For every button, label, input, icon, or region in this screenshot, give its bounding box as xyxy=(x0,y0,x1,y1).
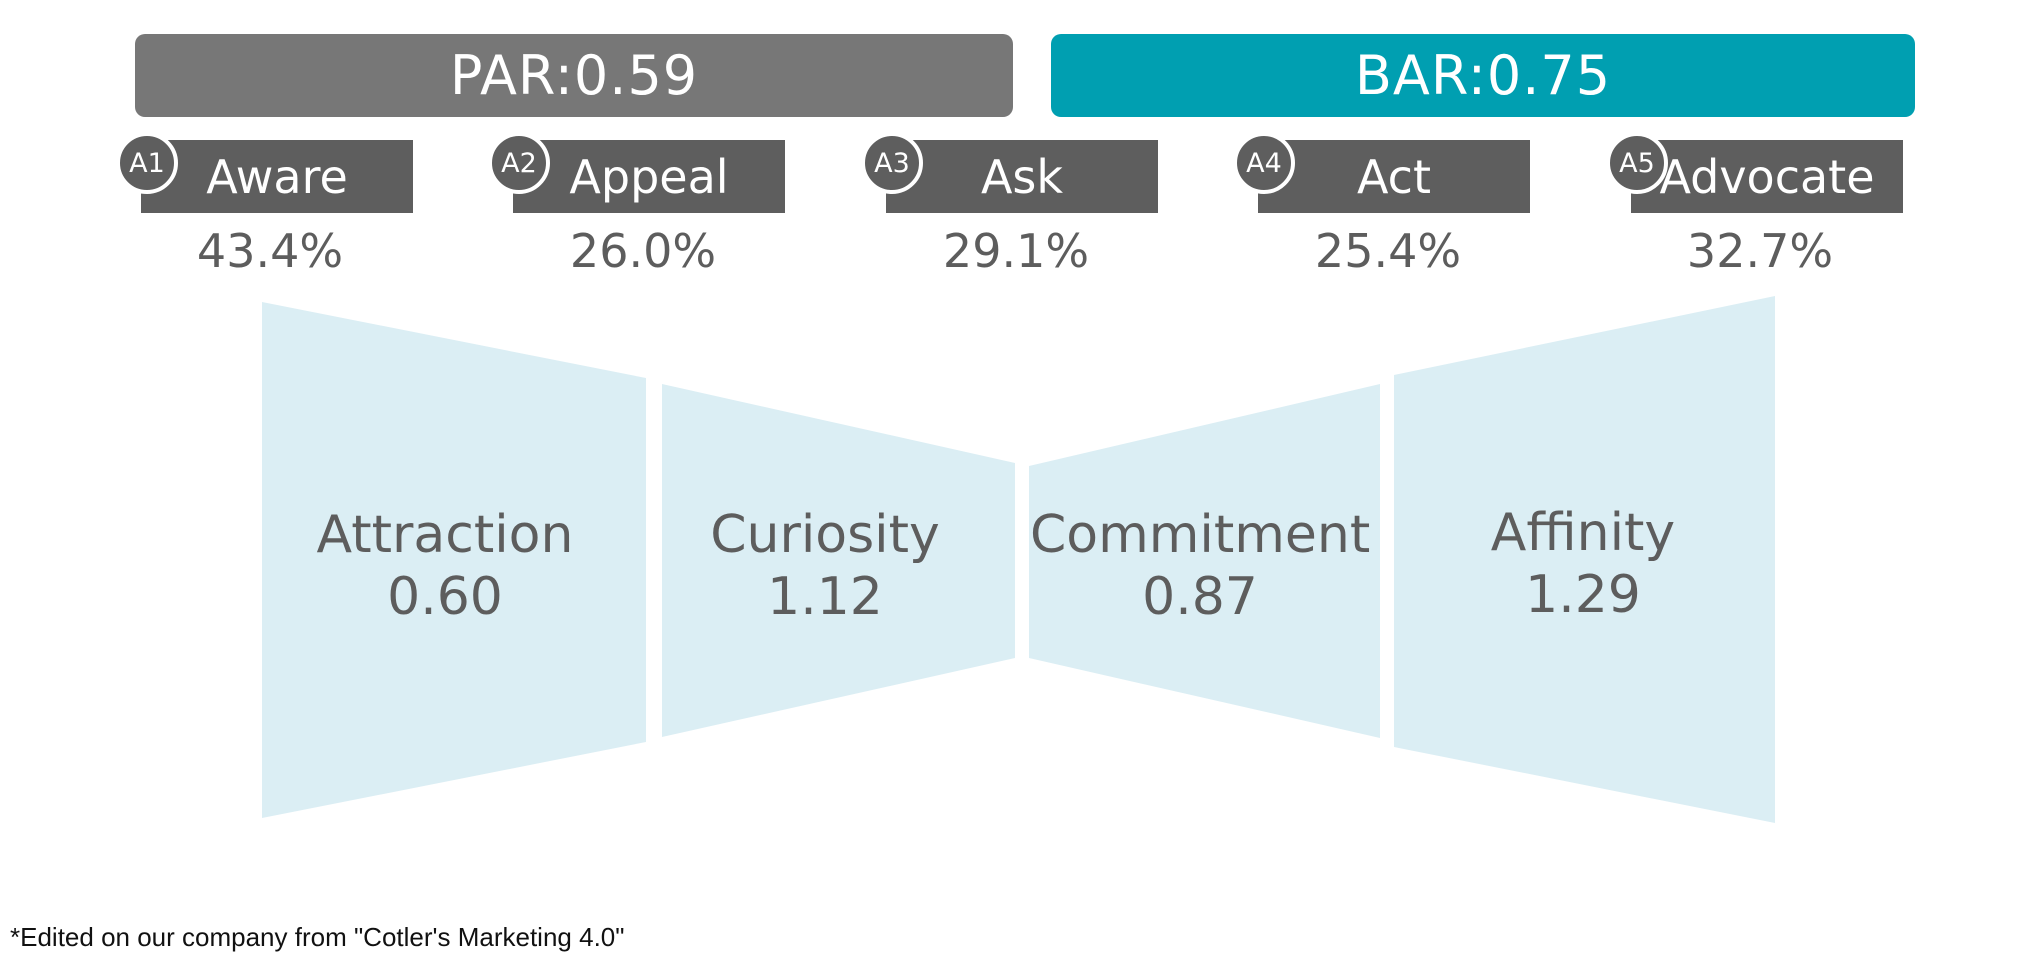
footnote: *Edited on our company from "Cotler's Ma… xyxy=(10,922,625,952)
stage-percent-advocate: 32.7% xyxy=(1686,224,1834,278)
conversion-name: Commitment xyxy=(1030,505,1371,565)
conversion-curiosity: Curiosity 1.12 xyxy=(655,504,995,628)
conversion-affinity: Affinity 1.29 xyxy=(1413,502,1753,626)
funnel-segment-attraction xyxy=(262,302,646,818)
conversion-value: 1.29 xyxy=(1525,565,1641,625)
conversion-commitment: Commitment 0.87 xyxy=(1030,504,1370,628)
stage-percent-ask: 29.1% xyxy=(942,224,1090,278)
stage-label: Advocate xyxy=(1631,140,1903,213)
stage-advocate: Advocate A5 xyxy=(1606,132,1903,213)
funnel-segment-commitment xyxy=(1029,384,1380,738)
conversion-value: 0.60 xyxy=(387,567,503,627)
stage-ask: Ask A3 xyxy=(861,132,1158,213)
conversion-name: Attraction xyxy=(316,505,574,565)
stage-badge: A1 xyxy=(116,132,178,194)
bar-ratio-bar: BAR:0.75 xyxy=(1051,34,1915,117)
stage-label: Aware xyxy=(141,140,413,213)
stage-act: Act A4 xyxy=(1233,132,1530,213)
stage-badge: A5 xyxy=(1606,132,1668,194)
conversion-name: Affinity xyxy=(1490,503,1676,563)
stage-label: Act xyxy=(1258,140,1530,213)
conversion-name: Curiosity xyxy=(710,505,940,565)
conversion-attraction: Attraction 0.60 xyxy=(275,504,615,628)
funnel-segment-curiosity xyxy=(662,384,1015,737)
stage-percent-appeal: 26.0% xyxy=(569,224,717,278)
conversion-value: 0.87 xyxy=(1142,567,1258,627)
stage-appeal: Appeal A2 xyxy=(488,132,785,213)
funnel-segment-affinity xyxy=(1394,296,1775,823)
stage-badge: A3 xyxy=(861,132,923,194)
stage-badge: A4 xyxy=(1233,132,1295,194)
stage-badge: A2 xyxy=(488,132,550,194)
stage-percent-aware: 43.4% xyxy=(196,224,344,278)
stage-label: Ask xyxy=(886,140,1158,213)
stage-percent-act: 25.4% xyxy=(1314,224,1462,278)
stage-label: Appeal xyxy=(513,140,785,213)
stage-aware: Aware A1 xyxy=(116,132,413,213)
par-ratio-bar: PAR:0.59 xyxy=(135,34,1013,117)
conversion-value: 1.12 xyxy=(767,567,883,627)
